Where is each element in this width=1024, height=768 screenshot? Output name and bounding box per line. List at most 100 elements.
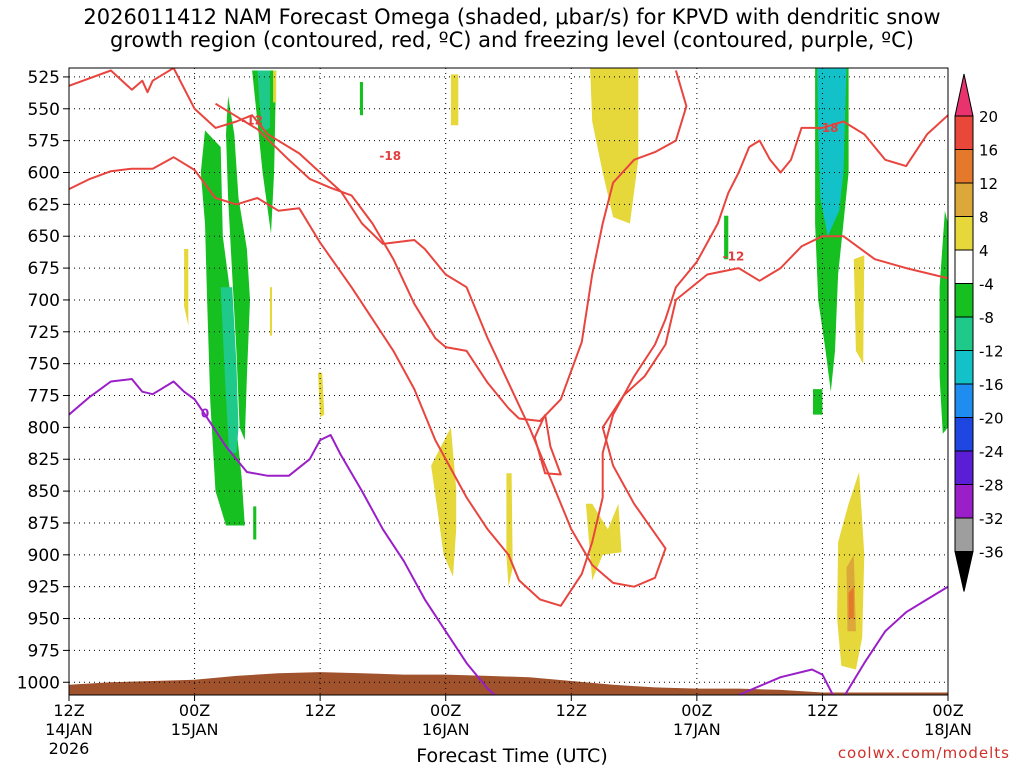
y-tick-label-650: 650: [28, 227, 60, 247]
omega-region-4-13: [269, 287, 272, 336]
colorbar-seg-10: [954, 450, 974, 485]
colorbar-label-5: -4: [979, 276, 994, 294]
omega-region-4-14: [273, 70, 277, 103]
x-tick-time-7: 00Z: [932, 701, 963, 720]
colorbar-seg-8: [954, 383, 974, 418]
y-tick-label-875: 875: [28, 514, 60, 534]
colorbar-label-7: -12: [979, 343, 1004, 361]
chart-title-line2: growth region (contoured, red, ºC) and f…: [110, 28, 914, 52]
colorbar-label-10: -24: [979, 443, 1004, 461]
colorbar-top-arrow: [954, 73, 974, 117]
chart-title-line1: 2026011412 NAM Forecast Omega (shaded, μ…: [83, 5, 941, 29]
y-tick-label-725: 725: [28, 323, 60, 343]
dgz-contour-minus18: [69, 114, 948, 607]
contour-label-1: -18: [379, 149, 401, 163]
y-tick-label-625: 625: [28, 195, 60, 215]
colorbar-bottom-arrow: [954, 551, 974, 592]
x-tick-date-7: 18JAN: [924, 720, 972, 739]
colorbar-label-4: 4: [979, 242, 989, 260]
y-axis: 525 550 575 600 625 650 675 700 725 750 775 800 825 8…: [17, 68, 69, 693]
colorbar-label-6: -8: [979, 309, 994, 327]
x-tick-time-0: 12Z: [53, 701, 84, 720]
plot-frame: [68, 67, 949, 696]
colorbar-seg-11: [954, 484, 974, 519]
omega-shading: [184, 68, 948, 670]
colorbar-label-1: 16: [979, 142, 998, 160]
colorbar-seg-5: [954, 283, 974, 318]
colorbar-seg-9: [954, 417, 974, 452]
omega-region--8-7: [939, 210, 948, 434]
colorbar-label-2: 12: [979, 175, 998, 193]
contour-label-2: -12: [723, 250, 745, 264]
omega-region-4-15: [318, 372, 325, 418]
y-tick-label-925: 925: [28, 578, 60, 598]
colorbar-seg-1: [954, 149, 974, 184]
colorbar-label-11: -28: [979, 477, 1004, 495]
x-axis-label: Forecast Time (UTC): [416, 745, 608, 767]
dgz-contour-upper: [214, 70, 688, 422]
y-tick-label-575: 575: [28, 132, 60, 152]
colorbar-label-13: -36: [979, 544, 1004, 562]
colorbar-seg-3: [954, 216, 974, 251]
freezing-contour-right: [738, 585, 948, 695]
y-tick-label-1000: 1000: [17, 673, 60, 693]
omega-region--12-4: [257, 70, 270, 132]
colorbar-seg-2: [954, 182, 974, 217]
x-tick-time-5: 00Z: [681, 701, 712, 720]
omega-region--8-8: [813, 389, 823, 415]
contour-label-3: -18: [817, 121, 839, 135]
y-tick-label-750: 750: [28, 355, 60, 375]
x-tick-date-1: 15JAN: [171, 720, 219, 739]
terrain-layer: [69, 672, 948, 695]
omega-region-4-21: [853, 255, 865, 364]
x-tick-date-0: 14JAN: [45, 720, 93, 739]
y-tick-label-950: 950: [28, 610, 60, 630]
x-tick-time-4: 12Z: [556, 701, 587, 720]
y-tick-label-600: 600: [28, 164, 60, 184]
omega-region-4-19: [506, 473, 513, 587]
y-tick-label-525: 525: [28, 68, 60, 88]
contour-label-4: 0: [201, 406, 209, 420]
y-tick-label-675: 675: [28, 259, 60, 279]
contour-lines: [69, 68, 948, 695]
colorbar-seg-6: [954, 316, 974, 351]
omega-region--8-9: [724, 215, 729, 260]
omega-region--12-3: [220, 287, 239, 453]
y-tick-label-900: 900: [28, 546, 60, 566]
x-tick-date-5: 17JAN: [673, 720, 721, 739]
y-tick-label-775: 775: [28, 387, 60, 407]
colorbar-label-12: -32: [979, 510, 1004, 528]
colorbar-label-8: -16: [979, 376, 1004, 394]
x-tick-time-2: 12Z: [304, 701, 335, 720]
credit-text: coolwx.com/modelts: [837, 744, 1010, 762]
colorbar-label-0: 20: [979, 108, 998, 126]
dgz-contour-minus12-small: [533, 414, 562, 476]
x-tick-time-1: 00Z: [179, 701, 210, 720]
y-tick-label-850: 850: [28, 482, 60, 502]
colorbar-seg-7: [954, 350, 974, 385]
terrain-fill: [69, 672, 948, 695]
y-tick-label-825: 825: [28, 450, 60, 470]
chart-title: 2026011412 NAM Forecast Omega (shaded, μ…: [0, 6, 1024, 52]
y-tick-label-550: 550: [28, 100, 60, 120]
x-tick-time-6: 12Z: [807, 701, 838, 720]
omega-region--8-10: [359, 82, 363, 116]
omega-region--8-1: [226, 96, 250, 441]
omega-region--12-6: [817, 68, 847, 237]
freezing-contour-left: [69, 378, 497, 695]
contour-labels: -12 -18 -12 -18 0: [201, 113, 839, 420]
omega-region-4-17: [590, 68, 639, 224]
x-tick-year-0: 2026: [49, 739, 90, 758]
x-tick-time-3: 00Z: [430, 701, 461, 720]
omega-region-12-24: [848, 586, 854, 619]
y-tick-label-800: 800: [28, 418, 60, 438]
y-tick-label-975: 975: [28, 641, 60, 661]
colorbar-seg-0: [954, 115, 974, 150]
x-tick-date-3: 16JAN: [422, 720, 470, 739]
colorbar-label-9: -20: [979, 410, 1004, 428]
omega-region-4-18: [431, 427, 457, 577]
colorbar-seg-12: [954, 517, 974, 552]
colorbar-label-3: 8: [979, 209, 989, 227]
y-tick-label-700: 700: [28, 291, 60, 311]
